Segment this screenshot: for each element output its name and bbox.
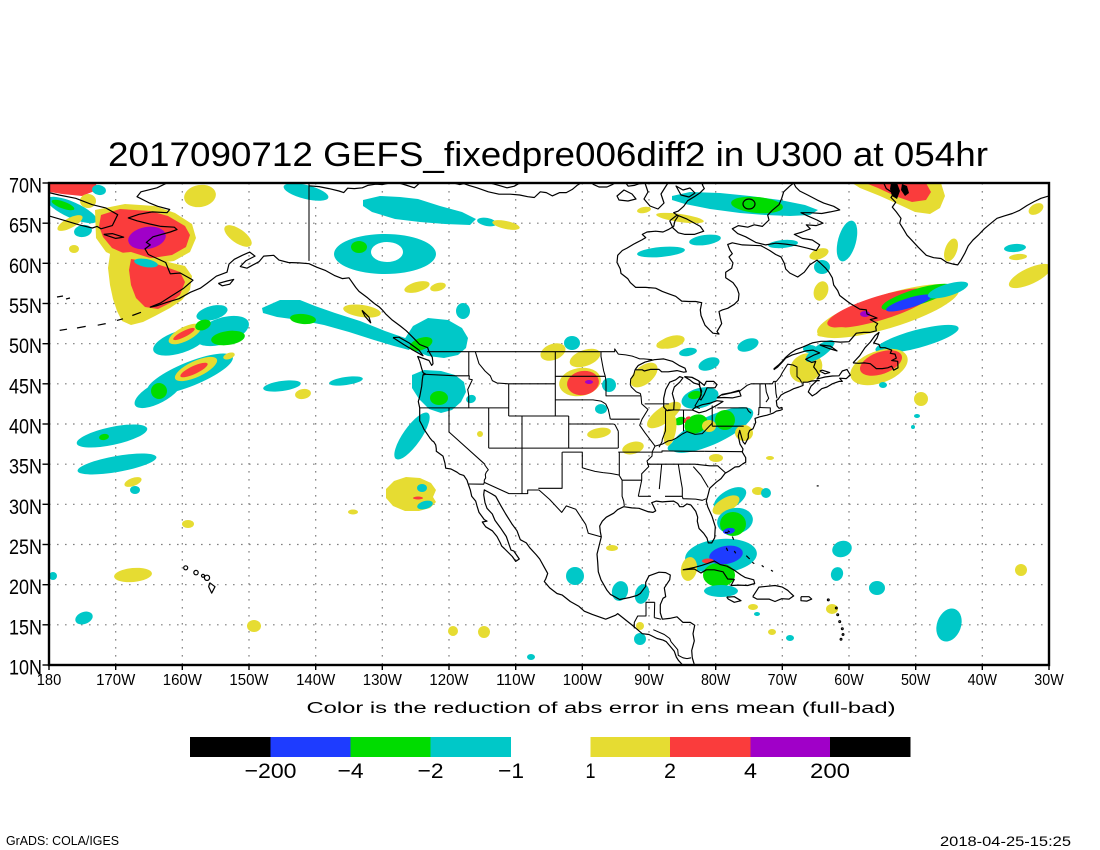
svg-text:4: 4	[744, 759, 757, 783]
svg-text:70N: 70N	[9, 175, 42, 198]
svg-text:150W: 150W	[229, 672, 269, 689]
svg-text:2018-04-25-15:25: 2018-04-25-15:25	[940, 834, 1071, 849]
svg-text:160W: 160W	[163, 672, 203, 689]
svg-text:−200: −200	[245, 759, 297, 783]
svg-text:80W: 80W	[701, 672, 731, 689]
svg-text:GrADS: COLA/IGES: GrADS: COLA/IGES	[6, 834, 119, 848]
svg-text:10N: 10N	[9, 657, 42, 680]
svg-text:130W: 130W	[363, 672, 403, 689]
svg-text:50N: 50N	[9, 335, 42, 358]
svg-text:40N: 40N	[9, 416, 42, 439]
svg-text:170W: 170W	[96, 672, 136, 689]
svg-text:20N: 20N	[9, 576, 42, 599]
svg-text:180: 180	[37, 672, 62, 689]
svg-text:50W: 50W	[901, 672, 931, 689]
svg-text:30N: 30N	[9, 496, 42, 519]
svg-text:−2: −2	[418, 759, 444, 783]
svg-text:200: 200	[810, 759, 850, 783]
svg-text:40W: 40W	[968, 672, 998, 689]
svg-text:2: 2	[664, 759, 676, 783]
svg-text:70W: 70W	[768, 672, 798, 689]
svg-text:90W: 90W	[634, 672, 664, 689]
svg-text:100W: 100W	[563, 672, 603, 689]
svg-text:−1: −1	[498, 759, 524, 783]
svg-text:15N: 15N	[9, 616, 42, 639]
svg-text:35N: 35N	[9, 456, 42, 479]
svg-text:2017090712 GEFS_fixedpre006dif: 2017090712 GEFS_fixedpre006diff2 in U300…	[108, 136, 988, 174]
svg-text:140W: 140W	[296, 672, 336, 689]
svg-text:1: 1	[586, 759, 596, 783]
svg-text:Color is the reduction of abs: Color is the reduction of abs error in e…	[307, 700, 896, 717]
svg-text:60N: 60N	[9, 255, 42, 278]
svg-text:120W: 120W	[429, 672, 469, 689]
svg-text:25N: 25N	[9, 536, 42, 559]
svg-text:65N: 65N	[9, 215, 42, 238]
svg-text:30W: 30W	[1034, 672, 1064, 689]
svg-text:55N: 55N	[9, 295, 42, 318]
svg-text:−4: −4	[338, 759, 364, 783]
svg-text:60W: 60W	[834, 672, 864, 689]
svg-text:110W: 110W	[496, 672, 536, 689]
svg-text:45N: 45N	[9, 375, 42, 398]
